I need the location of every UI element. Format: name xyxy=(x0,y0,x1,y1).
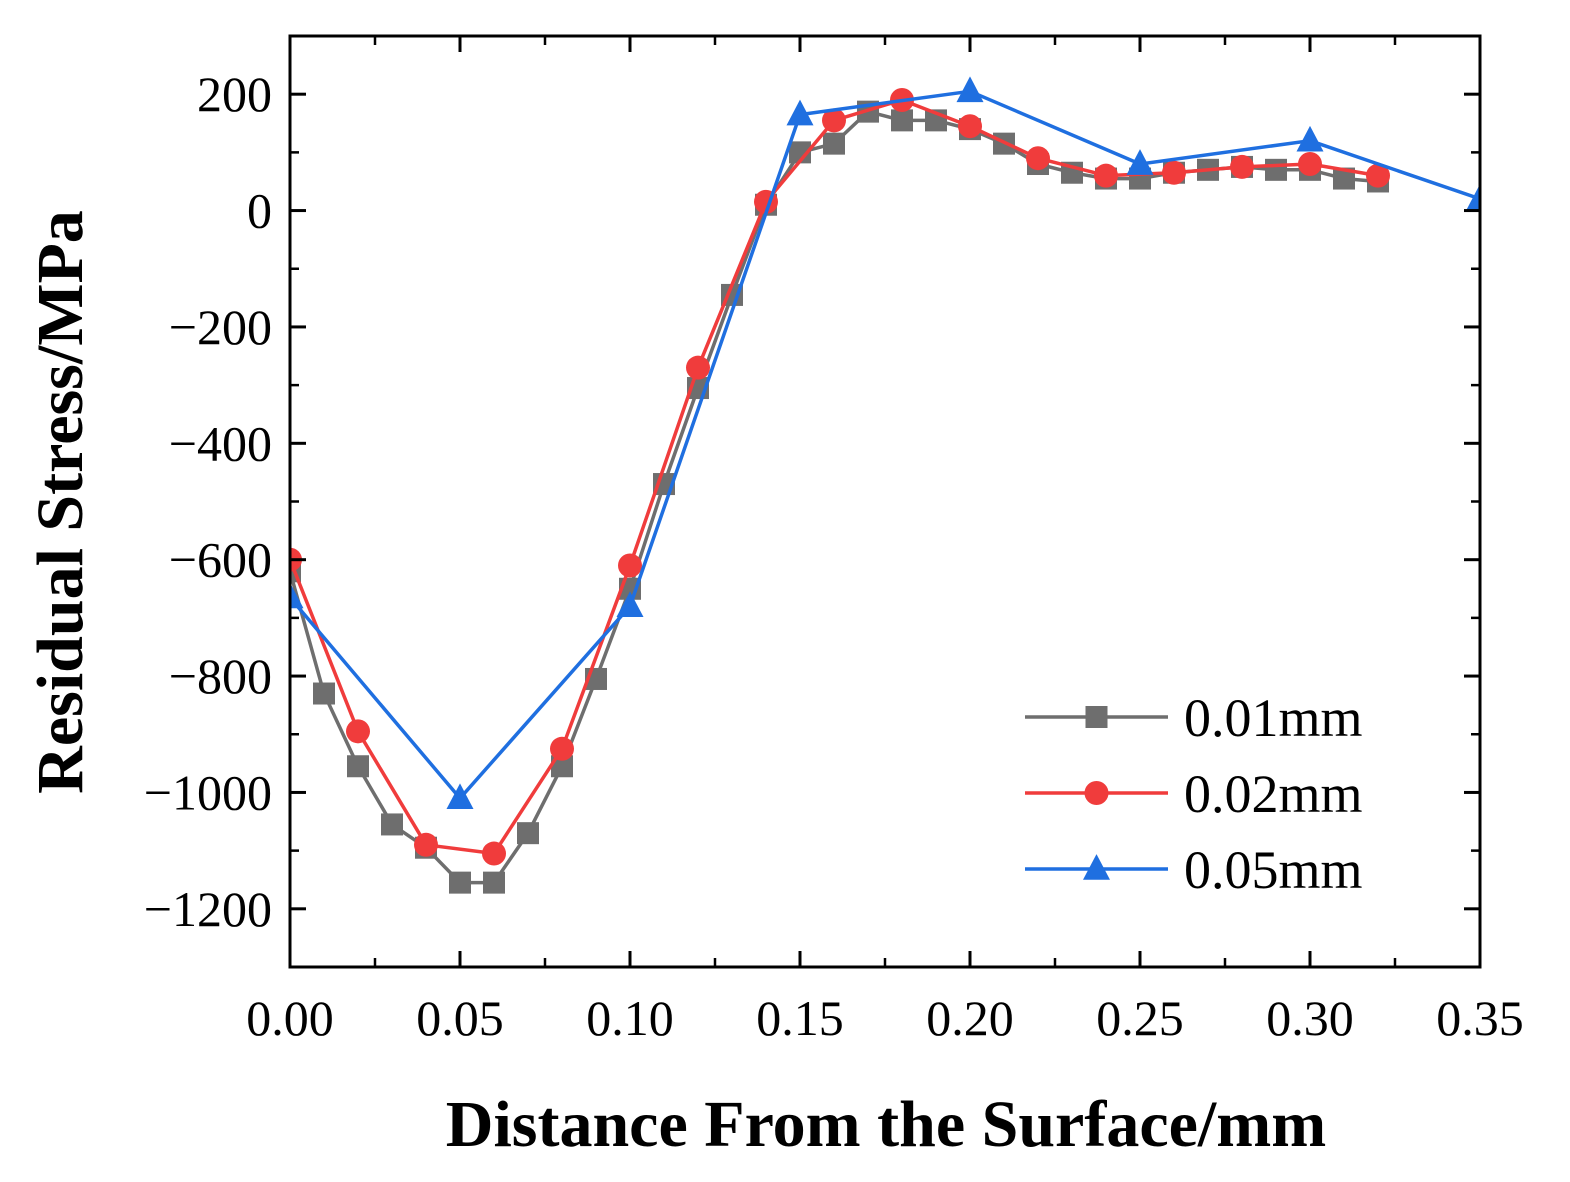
y-tick-label: −600 xyxy=(169,532,272,588)
data-point-0-05mm xyxy=(616,591,644,618)
data-point-0-01mm xyxy=(381,813,403,836)
x-axis-title: Distance From the Surface/mm xyxy=(446,1088,1326,1161)
data-point-0-05mm xyxy=(446,783,474,810)
data-point-0-02mm xyxy=(958,114,982,139)
data-point-0-02mm xyxy=(1366,163,1390,188)
data-point-0-01mm xyxy=(789,141,811,164)
data-point-0-02mm xyxy=(1230,154,1254,179)
data-point-0-01mm xyxy=(823,132,845,155)
data-point-0-05mm xyxy=(290,582,304,609)
y-tick-label: −1200 xyxy=(144,881,272,937)
data-point-0-02mm xyxy=(1298,152,1322,177)
data-point-0-05mm xyxy=(956,76,984,103)
y-tick-label: −800 xyxy=(169,648,272,704)
legend-marker-0-05mm xyxy=(1083,854,1110,880)
x-tick-label: 0.00 xyxy=(246,990,334,1046)
x-tick-label: 0.10 xyxy=(586,990,674,1046)
plot-area xyxy=(290,76,1480,894)
data-point-0-02mm xyxy=(618,553,642,578)
axes: 0.00 0.05 0.10 0.15 0.20 0.25 0.30 0.35 200 0 −200… xyxy=(144,34,1524,1046)
legend-entry-0-01mm: 0.01mm xyxy=(1025,688,1363,748)
data-point-0-01mm xyxy=(891,109,913,132)
y-tick-label: −200 xyxy=(169,299,272,355)
data-point-0-05mm xyxy=(1126,149,1154,175)
legend-entry-0-05mm: 0.05mm xyxy=(1025,840,1363,900)
x-tick-label: 0.05 xyxy=(416,990,504,1046)
x-tick-label: 0.15 xyxy=(756,990,844,1046)
data-point-0-02mm xyxy=(1026,146,1050,171)
y-tick-label: 200 xyxy=(197,66,272,122)
legend-label-0-02mm: 0.02mm xyxy=(1184,764,1363,824)
y-tick-label: −400 xyxy=(169,415,272,471)
data-point-0-02mm xyxy=(482,841,506,866)
legend-marker-0-02mm xyxy=(1084,781,1109,805)
series-0-05mm xyxy=(290,76,1480,810)
data-point-0-02mm xyxy=(686,355,710,380)
x-tick-label: 0.20 xyxy=(926,990,1014,1046)
data-point-0-02mm xyxy=(346,719,370,744)
data-point-0-02mm xyxy=(550,736,574,761)
data-point-0-05mm xyxy=(1466,184,1480,210)
data-point-0-01mm xyxy=(1265,158,1287,181)
legend-entry-0-02mm: 0.02mm xyxy=(1025,764,1363,824)
data-point-0-01mm xyxy=(313,682,335,705)
series-line-0-05mm xyxy=(290,89,1480,801)
series-group xyxy=(290,76,1480,894)
legend-label-0-01mm: 0.01mm xyxy=(1184,688,1363,748)
x-tick-label: 0.30 xyxy=(1266,990,1354,1046)
y-tick-label: −1000 xyxy=(144,764,272,820)
legend-label-0-05mm: 0.05mm xyxy=(1184,840,1363,900)
data-point-0-01mm xyxy=(1333,167,1355,190)
data-point-0-02mm xyxy=(822,108,846,133)
data-point-0-01mm xyxy=(483,871,505,894)
y-axis-title: Residual Stress/MPa xyxy=(24,210,97,794)
data-point-0-05mm xyxy=(786,99,814,126)
data-point-0-01mm xyxy=(347,755,369,778)
legend-marker-0-01mm xyxy=(1085,706,1108,728)
y-tick-label: 0 xyxy=(247,183,272,239)
series-0-02mm xyxy=(290,88,1390,866)
data-point-0-01mm xyxy=(517,822,539,845)
data-point-0-02mm xyxy=(1162,160,1186,185)
data-point-0-05mm xyxy=(1296,125,1324,152)
x-tick-label: 0.25 xyxy=(1096,990,1184,1046)
x-tick-label: 0.35 xyxy=(1436,990,1524,1046)
data-point-0-01mm xyxy=(449,871,471,894)
legend: 0.01mm 0.02mm 0.05mm xyxy=(1025,688,1363,900)
data-point-0-02mm xyxy=(1094,163,1118,188)
data-point-0-02mm xyxy=(414,832,438,857)
data-point-0-01mm xyxy=(551,755,573,778)
